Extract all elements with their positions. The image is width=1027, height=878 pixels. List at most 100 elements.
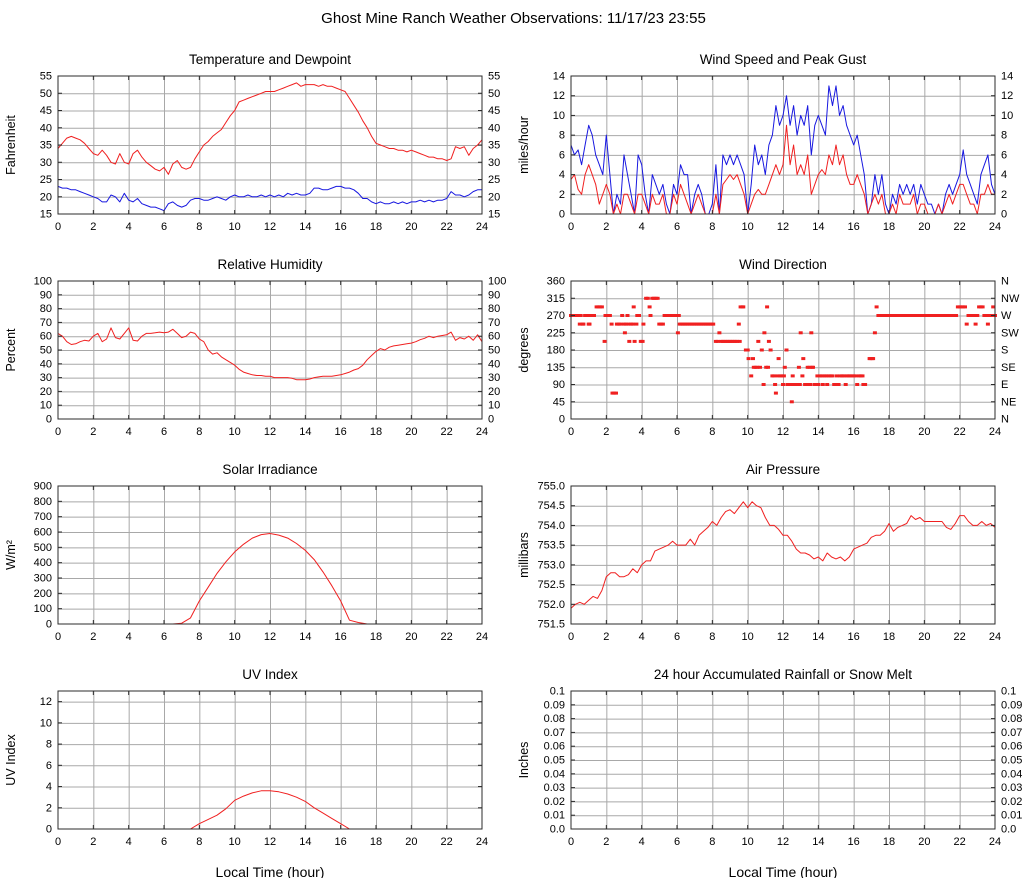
chart-title: UV Index: [242, 667, 298, 682]
svg-text:80: 80: [488, 303, 500, 315]
svg-text:14: 14: [553, 71, 565, 83]
svg-text:10: 10: [229, 836, 241, 848]
svg-text:10: 10: [742, 631, 754, 643]
chart-title: Relative Humidity: [217, 257, 322, 272]
svg-text:135: 135: [547, 362, 565, 374]
svg-text:40: 40: [488, 358, 500, 370]
y-tick-labels: 751.5 752.0 752.5 753.0 753.5 754.0 754.5 755.0: [537, 481, 565, 631]
svg-text:0.08: 0.08: [544, 713, 565, 725]
svg-text:4: 4: [46, 781, 52, 793]
svg-text:0.1: 0.1: [550, 686, 565, 698]
x-tick-labels: 0 2 4 6 8 10 12 14 16 18 20 22 24: [55, 221, 488, 233]
svg-text:2: 2: [90, 836, 96, 848]
chart-title: Temperature and Dewpoint: [189, 52, 351, 67]
svg-text:12: 12: [1001, 90, 1013, 102]
peak-gust-line: [570, 85, 996, 215]
svg-text:24: 24: [476, 631, 488, 643]
svg-text:4: 4: [639, 221, 645, 233]
x-tick-labels: 0 2 4 6 8 10 12 14 16 18 20 22 24: [568, 631, 1001, 643]
svg-text:90: 90: [488, 289, 500, 301]
series-group: [569, 296, 997, 404]
svg-text:12: 12: [777, 631, 789, 643]
svg-text:0.07: 0.07: [544, 727, 565, 739]
svg-text:754.0: 754.0: [537, 520, 565, 532]
tick-marks: [570, 485, 996, 625]
svg-text:W: W: [1001, 310, 1012, 322]
svg-text:0: 0: [488, 414, 494, 426]
svg-text:2: 2: [603, 836, 609, 848]
svg-text:2: 2: [559, 189, 565, 201]
svg-text:4: 4: [559, 169, 565, 181]
svg-text:NE: NE: [1001, 396, 1016, 408]
svg-text:10: 10: [742, 836, 754, 848]
chart-air-pressure: Air Pressure 0 2 4 6 8 10 12 14 16 18 20 22 24 751.5 75…: [513, 456, 1027, 661]
svg-text:60: 60: [488, 331, 500, 343]
svg-text:60: 60: [40, 331, 52, 343]
svg-text:18: 18: [370, 426, 382, 438]
svg-text:16: 16: [335, 631, 347, 643]
svg-text:6: 6: [161, 426, 167, 438]
x-tick-labels: 0 2 4 6 8 10 12 14 16 18 20 22 24: [55, 836, 488, 848]
svg-text:20: 20: [405, 221, 417, 233]
x-tick-labels: 0 2 4 6 8 10 12 14 16 18 20 22 24: [568, 426, 1001, 438]
svg-text:6: 6: [46, 760, 52, 772]
svg-text:12: 12: [264, 631, 276, 643]
svg-text:2: 2: [603, 426, 609, 438]
svg-text:6: 6: [674, 836, 680, 848]
svg-text:10: 10: [553, 110, 565, 122]
svg-text:2: 2: [90, 221, 96, 233]
y-tick-labels: 0 100 200 300 400 500 600 700 800 900: [34, 481, 52, 631]
tick-marks: [57, 485, 483, 625]
svg-text:300: 300: [34, 573, 52, 585]
svg-text:18: 18: [883, 221, 895, 233]
svg-text:4: 4: [126, 426, 132, 438]
svg-text:16: 16: [848, 221, 860, 233]
svg-text:8: 8: [46, 739, 52, 751]
svg-text:20: 20: [918, 426, 930, 438]
svg-text:0: 0: [568, 631, 574, 643]
grid-lines: [571, 281, 995, 419]
svg-text:30: 30: [40, 157, 52, 169]
svg-text:20: 20: [40, 386, 52, 398]
svg-text:12: 12: [777, 426, 789, 438]
svg-text:180: 180: [547, 345, 565, 357]
svg-text:SW: SW: [1001, 327, 1019, 339]
svg-text:4: 4: [126, 221, 132, 233]
humidity-line: [57, 327, 483, 381]
svg-text:12: 12: [264, 836, 276, 848]
svg-text:2: 2: [90, 426, 96, 438]
svg-text:20: 20: [918, 631, 930, 643]
chart-temperature-dewpoint: Temperature and Dewpoint 0 2 4 6 8 10 12 14 16 18 2…: [0, 46, 513, 251]
svg-text:0: 0: [1001, 209, 1007, 221]
tick-marks: [57, 75, 483, 215]
svg-text:4: 4: [1001, 169, 1007, 181]
svg-text:753.0: 753.0: [537, 559, 565, 571]
svg-text:0: 0: [568, 836, 574, 848]
svg-text:200: 200: [34, 588, 52, 600]
svg-text:6: 6: [161, 221, 167, 233]
svg-text:20: 20: [918, 836, 930, 848]
svg-text:SE: SE: [1001, 362, 1016, 374]
svg-text:8: 8: [1001, 130, 1007, 142]
svg-text:15: 15: [40, 209, 52, 221]
series-group: [570, 501, 996, 609]
svg-text:10: 10: [742, 426, 754, 438]
svg-text:40: 40: [40, 122, 52, 134]
chart-title: Wind Direction: [739, 257, 827, 272]
svg-text:70: 70: [40, 317, 52, 329]
chart-title: Air Pressure: [746, 462, 820, 477]
svg-text:0.01: 0.01: [1001, 810, 1022, 822]
chart-title: Solar Irradiance: [222, 462, 317, 477]
svg-text:22: 22: [441, 631, 453, 643]
y-axis-label: UV Index: [4, 734, 18, 786]
right-tick-labels: 15 20 25 30 35 40 45 50 55: [488, 71, 500, 221]
svg-text:10: 10: [488, 400, 500, 412]
svg-text:22: 22: [954, 221, 966, 233]
svg-text:50: 50: [40, 345, 52, 357]
svg-text:752.0: 752.0: [537, 599, 565, 611]
svg-text:30: 30: [40, 372, 52, 384]
svg-text:30: 30: [488, 157, 500, 169]
